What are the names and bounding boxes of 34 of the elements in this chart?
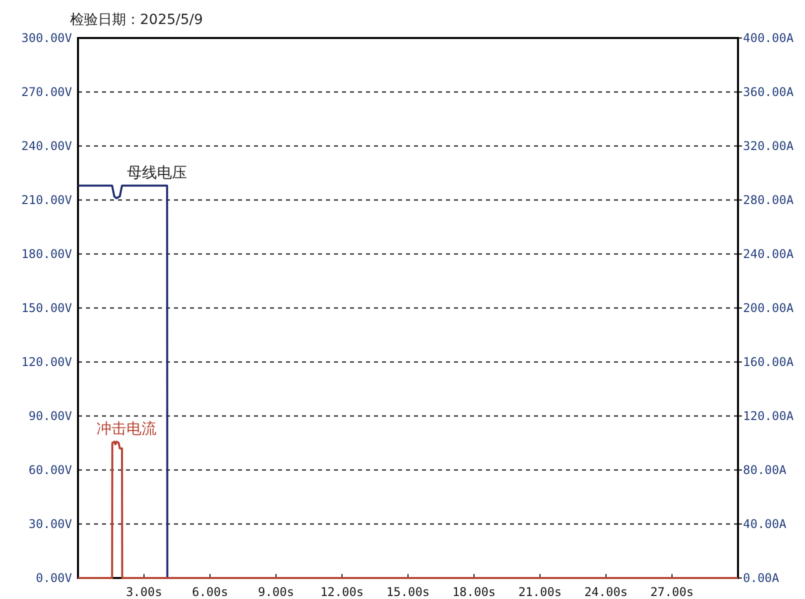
y-tick-label: 30.00V — [28, 517, 72, 531]
y2-tick-label: 400.00A — [743, 31, 794, 45]
series-label: 母线电压 — [127, 164, 188, 182]
y2-tick-label: 160.00A — [743, 355, 794, 369]
series-label: 冲击电流 — [96, 420, 156, 438]
y2-tick-label: 0.00A — [743, 571, 780, 585]
y-tick-label: 210.00V — [21, 193, 72, 207]
y-tick-label: 120.00V — [21, 355, 72, 369]
y-tick-label: 300.00V — [21, 31, 72, 45]
x-tick-label: 21.00s — [518, 585, 562, 599]
x-tick-label: 9.00s — [258, 585, 294, 599]
y-tick-label: 60.00V — [28, 463, 72, 477]
x-tick-label: 12.00s — [320, 585, 364, 599]
y2-tick-label: 320.00A — [743, 139, 794, 153]
x-tick-label: 24.00s — [584, 585, 628, 599]
x-tick-label: 6.00s — [192, 585, 228, 599]
x-tick-label: 3.00s — [126, 585, 162, 599]
y2-tick-label: 280.00A — [743, 193, 794, 207]
title: 检验日期：2025/5/9 — [70, 12, 203, 28]
y2-tick-label: 120.00A — [743, 409, 794, 423]
y2-tick-label: 240.00A — [743, 247, 794, 261]
y2-tick-label: 200.00A — [743, 301, 794, 315]
y-tick-label: 90.00V — [28, 409, 72, 423]
y-tick-label: 180.00V — [21, 247, 72, 261]
x-tick-label: 15.00s — [386, 585, 430, 599]
y2-tick-label: 40.00A — [743, 517, 788, 531]
y-tick-label: 240.00V — [21, 139, 72, 153]
y-tick-label: 150.00V — [21, 301, 72, 315]
y2-tick-label: 80.00A — [743, 463, 788, 477]
y-tick-label: 0.00V — [36, 571, 72, 585]
x-tick-label: 27.00s — [650, 585, 694, 599]
y2-tick-label: 360.00A — [743, 85, 794, 99]
y-tick-label: 270.00V — [21, 85, 72, 99]
x-tick-label: 18.00s — [452, 585, 496, 599]
